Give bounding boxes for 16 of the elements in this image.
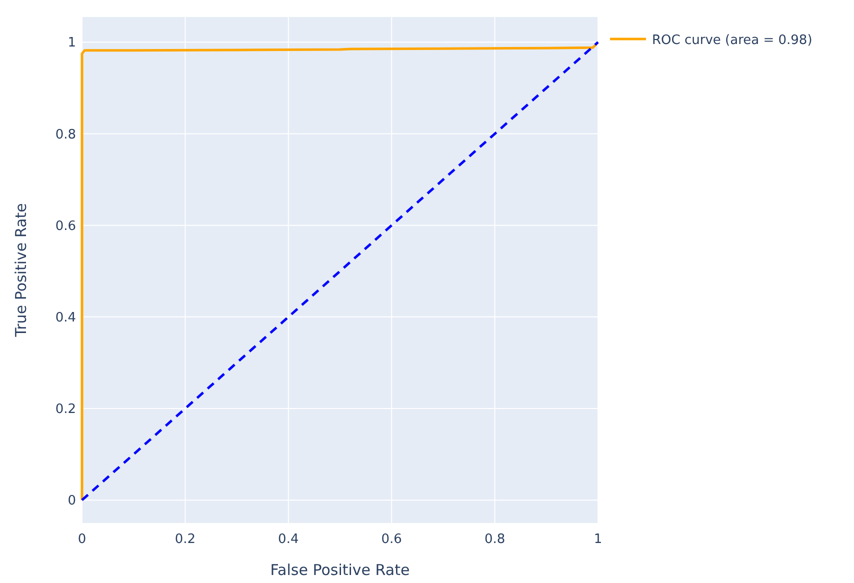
x-tick-label: 1 [594,532,602,547]
legend-label: ROC curve (area = 0.98) [652,33,812,48]
x-tick-label: 0.4 [278,532,299,547]
y-tick-label: 0.4 [55,310,76,326]
x-tick-label: 0.2 [174,532,196,547]
y-tick-label: 0.2 [55,402,76,418]
line-series [80,40,600,502]
x-axis-title: False Positive Rate [270,561,410,579]
y-tick-label: 0.6 [55,218,76,234]
y-tick-label: 1 [68,36,76,51]
x-tick-label: 0.6 [381,532,402,547]
x-tick-label: 0.8 [484,532,506,547]
y-axis-title: True Positive Rate [12,203,30,338]
y-tick-label: 0 [68,494,76,509]
x-tick-label: 0 [78,532,86,547]
y-tick-label: 0.8 [55,127,76,142]
